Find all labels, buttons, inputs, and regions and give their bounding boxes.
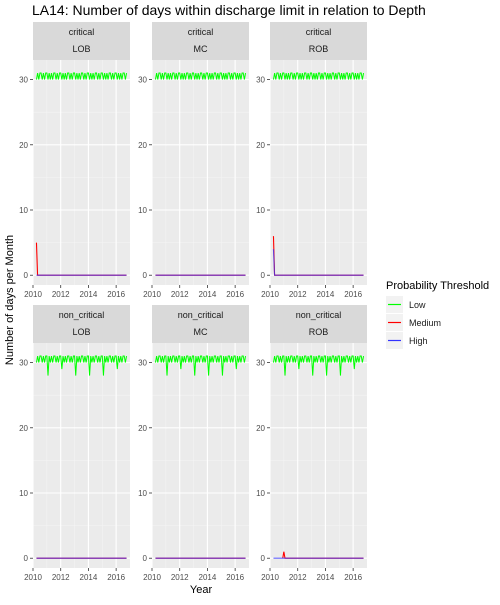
facet-strip-row-label: critical xyxy=(69,27,95,37)
y-tick-label: 0 xyxy=(24,271,29,280)
x-tick-label: 2012 xyxy=(289,290,307,299)
legend-label-medium: Medium xyxy=(409,318,441,328)
chart-title: LA14: Number of days within discharge li… xyxy=(32,2,426,18)
y-tick-label: 20 xyxy=(138,141,147,150)
facet-panel-non_critical-LOB: non_critical LOB 0 10 20 30 2010 2012 2014 2016 xyxy=(19,305,130,582)
panel-background xyxy=(152,60,249,285)
x-tick-label: 2010 xyxy=(24,290,42,299)
x-tick-label: 2014 xyxy=(80,290,98,299)
y-tick-label: 0 xyxy=(143,554,148,563)
y-tick-label: 20 xyxy=(138,424,147,433)
facet-strip xyxy=(270,305,367,343)
x-tick-label: 2016 xyxy=(344,290,362,299)
facet-panel-critical-LOB: critical LOB 0 10 20 30 2010 2012 2014 2016 xyxy=(19,22,130,299)
y-tick-label: 20 xyxy=(19,141,28,150)
panel-background xyxy=(33,60,130,285)
x-tick-label: 2014 xyxy=(80,573,98,582)
series-line-low xyxy=(272,355,365,376)
facet-strip xyxy=(33,305,130,343)
x-axis-label: Year xyxy=(190,584,213,596)
facet-strip-col-label: LOB xyxy=(72,327,90,337)
series-line-low xyxy=(154,355,247,376)
y-axis-label: Number of days per Month xyxy=(4,235,16,365)
x-tick-label: 2014 xyxy=(199,290,217,299)
y-tick-label: 20 xyxy=(256,424,265,433)
facet-strip-col-label: ROB xyxy=(309,327,329,337)
x-tick-label: 2014 xyxy=(317,290,335,299)
x-tick-label: 2012 xyxy=(52,573,70,582)
y-tick-label: 0 xyxy=(143,271,148,280)
facet-strip-row-label: critical xyxy=(188,27,214,37)
facet-panel-critical-MC: critical MC 0 10 20 30 2010 2012 2014 2016 xyxy=(138,22,249,299)
x-tick-label: 2016 xyxy=(226,573,244,582)
facet-strip-row-label: non_critical xyxy=(178,310,224,320)
legend-label-high: High xyxy=(409,336,428,346)
x-tick-label: 2012 xyxy=(52,290,70,299)
panel-background xyxy=(152,343,249,568)
y-tick-label: 0 xyxy=(24,554,29,563)
y-tick-label: 0 xyxy=(261,271,266,280)
x-tick-label: 2010 xyxy=(261,573,279,582)
facet-strip-row-label: non_critical xyxy=(296,310,342,320)
panel-background xyxy=(270,343,367,568)
series-line-low xyxy=(35,355,128,376)
y-tick-label: 30 xyxy=(256,359,265,368)
x-tick-label: 2010 xyxy=(24,573,42,582)
facet-panel-non_critical-MC: non_critical MC 0 10 20 30 2010 2012 2014 2016 xyxy=(138,305,249,582)
y-tick-label: 20 xyxy=(256,141,265,150)
facet-strip-col-label: MC xyxy=(194,327,208,337)
y-tick-label: 10 xyxy=(138,489,147,498)
x-tick-label: 2016 xyxy=(226,290,244,299)
y-tick-label: 10 xyxy=(19,489,28,498)
facet-strip-col-label: LOB xyxy=(72,44,90,54)
y-tick-label: 10 xyxy=(256,206,265,215)
facet-strip xyxy=(270,22,367,60)
facet-panel-critical-ROB: critical ROB 0 10 20 30 2010 2012 2014 2016 xyxy=(256,22,367,299)
y-tick-label: 10 xyxy=(138,206,147,215)
legend-title: Probability Threshold xyxy=(386,280,489,292)
y-tick-label: 10 xyxy=(19,206,28,215)
facet-strip-col-label: ROB xyxy=(309,44,329,54)
panel-background xyxy=(33,343,130,568)
x-tick-label: 2016 xyxy=(107,573,125,582)
series-line-low xyxy=(35,72,128,80)
x-tick-label: 2016 xyxy=(344,573,362,582)
facet-strip xyxy=(152,305,249,343)
x-tick-label: 2014 xyxy=(199,573,217,582)
series-line-high xyxy=(272,249,364,276)
facet-strip-col-label: MC xyxy=(194,44,208,54)
y-tick-label: 10 xyxy=(256,489,265,498)
panel-background xyxy=(270,60,367,285)
y-tick-label: 30 xyxy=(138,359,147,368)
facet-strip xyxy=(152,22,249,60)
x-tick-label: 2014 xyxy=(317,573,335,582)
y-tick-label: 0 xyxy=(261,554,266,563)
y-tick-label: 30 xyxy=(19,76,28,85)
series-line-low xyxy=(272,72,365,80)
x-tick-label: 2012 xyxy=(171,290,189,299)
facet-panel-non_critical-ROB: non_critical ROB 0 10 20 30 2010 2012 2014 2016 xyxy=(256,305,367,582)
legend-label-low: Low xyxy=(409,300,426,310)
series-line-low xyxy=(154,72,247,80)
facet-strip-row-label: critical xyxy=(306,27,332,37)
y-tick-label: 20 xyxy=(19,424,28,433)
legend: Probability Threshold Low Medium High xyxy=(386,280,489,349)
x-tick-label: 2010 xyxy=(261,290,279,299)
facet-strip xyxy=(33,22,130,60)
x-tick-label: 2016 xyxy=(107,290,125,299)
x-tick-label: 2012 xyxy=(171,573,189,582)
facet-strip-row-label: non_critical xyxy=(59,310,105,320)
y-tick-label: 30 xyxy=(256,76,265,85)
y-tick-label: 30 xyxy=(19,359,28,368)
x-tick-label: 2010 xyxy=(143,573,161,582)
y-tick-label: 30 xyxy=(138,76,147,85)
x-tick-label: 2012 xyxy=(289,573,307,582)
x-tick-label: 2010 xyxy=(143,290,161,299)
